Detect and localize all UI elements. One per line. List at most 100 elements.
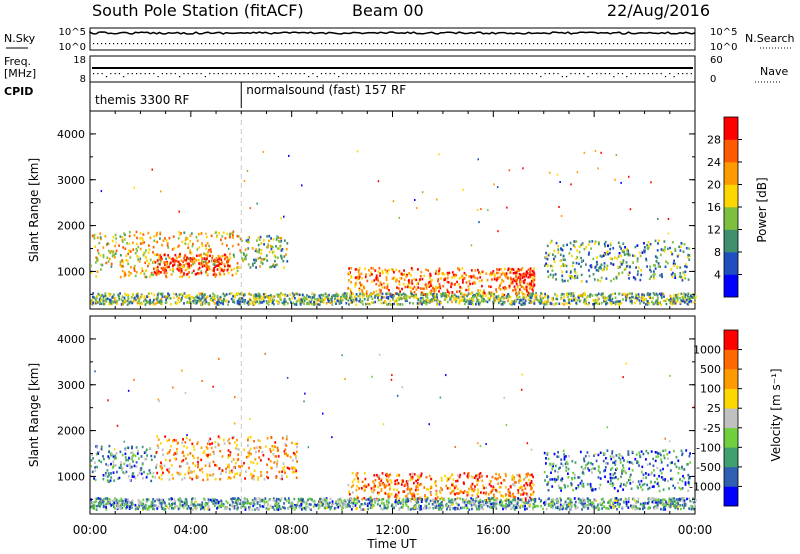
heatmap-cell [327,300,330,303]
heatmap-cell [574,271,577,274]
heatmap-cell [679,266,682,269]
heatmap-cell [597,302,599,305]
heatmap-cell [374,269,377,272]
nave-dot [131,73,133,75]
heatmap-cell [617,300,620,304]
heatmap-cell [653,474,656,477]
heatmap-cell [593,454,595,457]
heatmap-cell [531,486,533,490]
heatmap-cell [461,491,464,494]
heatmap-cell [400,500,402,504]
heatmap-cell [660,293,663,296]
heatmap-cell [394,482,397,486]
heatmap-cell [563,303,566,306]
heatmap-cell [162,471,164,475]
heatmap-cell [433,481,436,485]
heatmap-cell [499,288,502,291]
heatmap-cell [179,275,181,279]
heatmap-cell [534,296,537,299]
heatmap-cell [477,158,479,161]
search-noise-dot [361,43,363,45]
heatmap-cell [646,293,649,296]
heatmap-cell [251,300,253,303]
search-noise-dot [601,43,603,45]
heatmap-cell [622,467,625,470]
heatmap-cell [468,275,470,278]
heatmap-cell [132,454,134,458]
heatmap-cell [133,464,136,468]
heatmap-cell [255,266,257,269]
heatmap-cell [353,478,356,481]
heatmap-cell [96,257,99,260]
heatmap-cell [584,293,586,296]
nave-dot [660,73,662,75]
heatmap-cell [197,268,200,271]
heatmap-cell [251,476,253,480]
nave-dot [277,76,280,78]
heatmap-cell [581,508,583,511]
heatmap-cell [263,296,266,299]
heatmap-cell [123,301,126,304]
heatmap-cell [113,253,116,256]
heatmap-cell [472,303,474,306]
heatmap-cell [561,504,564,508]
heatmap-cell [121,295,124,298]
heatmap-cell [418,279,421,283]
search-noise-dot [301,43,303,45]
heatmap-cell [510,507,512,510]
heatmap-cell [281,436,284,440]
heatmap-cell [126,446,129,449]
heatmap-cell [218,300,220,304]
heatmap-cell [604,475,606,478]
heatmap-cell [617,255,620,258]
heatmap-cell [546,475,549,478]
heatmap-cell [375,278,378,281]
heatmap-cell [503,499,506,502]
heatmap-cell [518,479,520,482]
heatmap-cell [206,454,209,457]
heatmap-cell [621,263,623,266]
heatmap-cell [119,254,122,257]
heatmap-cell [587,467,589,470]
heatmap-cell [169,459,171,462]
heatmap-cell [334,294,337,298]
heatmap-cell [402,292,405,295]
heatmap-cell [98,301,101,304]
heatmap-cell [609,295,611,299]
heatmap-cell [386,292,389,296]
heatmap-cell [637,270,639,273]
heatmap-cell [270,237,272,240]
heatmap-cell [687,489,690,492]
heatmap-cell [569,277,572,280]
heatmap-cell [161,295,164,298]
heatmap-cell [166,294,169,298]
heatmap-cell [411,268,414,271]
heatmap-cell [627,253,630,257]
heatmap-cell [286,475,288,478]
heatmap-cell [328,293,330,297]
heatmap-cell [396,286,398,289]
heatmap-cell [499,284,501,287]
heatmap-cell [92,292,95,295]
heatmap-cell [527,298,530,301]
heatmap-cell [281,257,283,260]
heatmap-cell [361,508,363,511]
heatmap-cell [91,301,93,304]
heatmap-cell [436,496,439,499]
heatmap-cell [531,473,533,476]
heatmap-cell [159,260,162,263]
heatmap-cell [421,293,423,297]
heatmap-cell [172,235,175,238]
search-noise-dot [569,43,571,45]
search-noise-dot [365,43,367,45]
heatmap-cell [93,233,96,237]
heatmap-cell [570,269,572,273]
heatmap-cell [247,438,249,442]
heatmap-cell [505,273,508,277]
heatmap-cell [498,473,501,476]
heatmap-cell [239,303,242,306]
heatmap-cell [619,260,622,264]
heatmap-cell [209,248,212,251]
